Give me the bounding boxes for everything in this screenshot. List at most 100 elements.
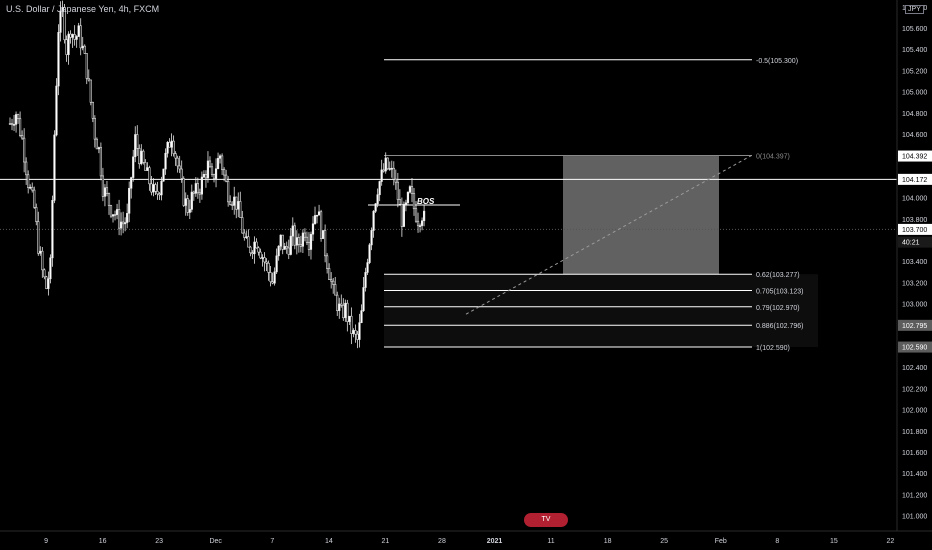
candle-body <box>291 225 294 237</box>
candle-body <box>39 250 42 254</box>
candle-body <box>152 184 155 193</box>
candle-body <box>208 160 212 168</box>
fib-area <box>384 274 818 348</box>
candle-body <box>319 211 323 239</box>
candle-body <box>334 284 337 296</box>
price-badge-label: 40:21 <box>902 240 920 247</box>
candle-body <box>422 210 426 222</box>
candle-body <box>297 237 300 245</box>
candle-body <box>328 268 331 280</box>
candle-body <box>309 233 313 250</box>
candle-body <box>321 230 325 239</box>
candle-body <box>340 303 343 306</box>
candle-body <box>285 246 288 249</box>
candle-body <box>216 158 220 170</box>
candle-body <box>317 211 321 216</box>
candle-body <box>241 217 244 234</box>
price-badge-label: 104.392 <box>902 154 927 161</box>
candle-body <box>348 315 351 322</box>
candle-body <box>293 225 296 246</box>
candle-body <box>162 168 165 182</box>
candle-body <box>51 200 54 259</box>
candle-body <box>180 168 183 179</box>
candle-body <box>402 203 406 227</box>
candle-body <box>374 203 377 212</box>
candle-body <box>380 169 383 182</box>
price-badge <box>898 236 932 248</box>
candle-body <box>101 175 105 197</box>
candle-body <box>356 333 359 340</box>
price-tick-label: 104.000 <box>902 196 927 203</box>
candle-body <box>198 192 201 195</box>
candle-body <box>168 141 171 148</box>
candle-body <box>59 10 62 33</box>
candle-body <box>61 7 64 12</box>
candle-body <box>136 134 139 149</box>
candle-body <box>23 137 26 163</box>
candle-body <box>295 237 298 246</box>
candle-body <box>190 191 193 210</box>
price-badges: 104.392 104.172 103.700 40:21 102.795 102.590 <box>898 150 932 353</box>
time-tick-label: 7 <box>270 538 274 545</box>
candle-body <box>360 310 363 323</box>
price-tick-label: 104.600 <box>902 132 927 139</box>
candle-body <box>218 155 222 159</box>
candle-body <box>164 152 167 170</box>
candle-body <box>416 220 420 227</box>
price-tick-label: 101.400 <box>902 471 927 478</box>
candle-body <box>89 79 92 103</box>
candle-body <box>366 262 369 273</box>
candle-body <box>33 189 36 208</box>
candle-body <box>160 180 163 196</box>
candle-body <box>281 234 284 250</box>
position-zones <box>384 156 818 348</box>
currency-label[interactable]: JPY <box>905 5 924 14</box>
candle-body <box>186 198 189 213</box>
price-badge <box>898 150 932 162</box>
candle-body <box>144 162 147 171</box>
candle-body <box>408 186 412 193</box>
candle-body <box>255 241 258 249</box>
candle-body <box>132 156 135 178</box>
candle-body <box>247 236 250 248</box>
candle-body <box>245 236 248 239</box>
candle-body <box>176 157 179 167</box>
candle-body <box>12 124 16 126</box>
price-tick-label: 104.800 <box>902 111 927 118</box>
candle-body <box>326 255 329 269</box>
candle-body <box>192 191 195 194</box>
time-tick-label: 2021 <box>487 538 503 545</box>
candle-body <box>25 161 28 176</box>
candle-body <box>249 246 252 254</box>
candle-body <box>16 114 20 119</box>
candle-body <box>267 262 270 273</box>
candle-body <box>43 269 46 278</box>
time-axis[interactable]: 9 16 23 Dec 7 14 21 28 2021 11 18 25 Feb 8 15 22 <box>0 530 932 545</box>
candle-body <box>21 135 24 139</box>
candle-body <box>368 244 371 263</box>
price-axis[interactable]: 101.000 101.200 101.400 101.600 101.800 102.0… <box>896 0 927 531</box>
candle-body <box>8 123 12 125</box>
candle-body <box>239 201 242 218</box>
candle-body <box>29 186 32 189</box>
candle-body <box>158 193 161 196</box>
time-tick-label: 14 <box>325 538 333 545</box>
candle-body <box>138 148 141 165</box>
candle-body <box>105 187 109 194</box>
candle-body <box>154 184 157 192</box>
candle-body <box>311 223 315 235</box>
candle-body <box>352 330 355 334</box>
fib-level-label: 0.79(102.970) <box>756 305 800 312</box>
candle-body <box>221 155 224 170</box>
price-tick-label: 102.200 <box>902 386 927 393</box>
candle-body <box>307 242 311 250</box>
price-badge <box>898 341 932 353</box>
candle-body <box>63 7 66 41</box>
candle-body <box>142 150 145 163</box>
candle-body <box>188 209 191 213</box>
candle-body <box>95 138 98 150</box>
candle-body <box>109 205 113 217</box>
time-tick-label: 22 <box>887 538 895 545</box>
